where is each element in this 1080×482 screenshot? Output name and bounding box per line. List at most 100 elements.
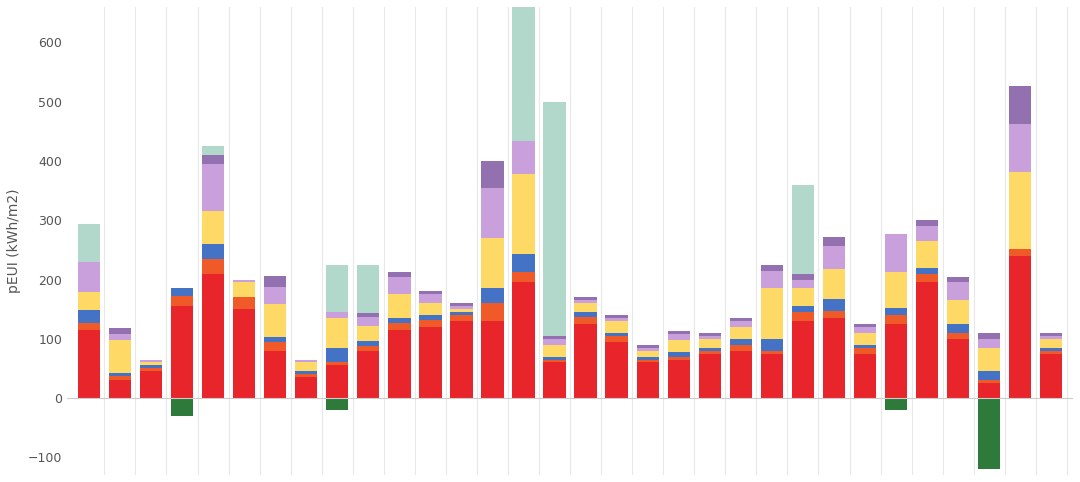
Bar	[916, 220, 939, 226]
Bar	[78, 262, 100, 292]
Bar	[854, 345, 876, 348]
Bar	[916, 226, 939, 241]
Bar	[326, 312, 349, 318]
Bar	[482, 321, 503, 398]
Bar	[760, 288, 783, 339]
Bar	[264, 287, 286, 305]
Bar	[264, 305, 286, 337]
Bar	[450, 306, 473, 309]
Bar	[109, 373, 131, 375]
Bar	[78, 224, 100, 262]
Bar	[78, 330, 100, 398]
Bar	[978, 380, 1000, 383]
Bar	[139, 360, 162, 362]
Bar	[730, 318, 752, 321]
Bar	[1040, 350, 1063, 354]
Bar	[450, 309, 473, 312]
Bar	[947, 324, 970, 333]
Bar	[1009, 249, 1031, 256]
Bar	[885, 308, 907, 315]
Bar	[450, 303, 473, 306]
Bar	[202, 274, 225, 398]
Bar	[109, 380, 131, 398]
Bar	[947, 333, 970, 339]
Bar	[575, 312, 597, 317]
Bar	[947, 282, 970, 300]
Bar	[636, 360, 659, 362]
Bar	[109, 340, 131, 373]
Bar	[854, 348, 876, 354]
Bar	[916, 282, 939, 398]
Bar	[388, 318, 410, 323]
Y-axis label: pEUI (kWh/m2): pEUI (kWh/m2)	[6, 189, 21, 293]
Bar	[419, 327, 442, 398]
Bar	[419, 320, 442, 327]
Bar	[854, 354, 876, 398]
Bar	[512, 254, 535, 272]
Bar	[916, 268, 939, 274]
Bar	[792, 306, 814, 312]
Bar	[202, 244, 225, 259]
Bar	[543, 345, 566, 357]
Bar	[512, 0, 535, 141]
Bar	[450, 315, 473, 321]
Bar	[792, 288, 814, 306]
Bar	[78, 292, 100, 310]
Bar	[730, 350, 752, 398]
Bar	[699, 333, 721, 336]
Bar	[171, 295, 193, 306]
Bar	[295, 371, 318, 375]
Bar	[823, 299, 846, 311]
Bar	[139, 371, 162, 398]
Bar	[1040, 333, 1063, 336]
Bar	[575, 303, 597, 312]
Bar	[636, 345, 659, 348]
Bar	[512, 141, 535, 174]
Bar	[78, 310, 100, 323]
Bar	[978, 371, 1000, 380]
Bar	[357, 346, 379, 350]
Bar	[388, 323, 410, 330]
Bar	[264, 337, 286, 342]
Bar	[667, 357, 690, 360]
Bar	[109, 375, 131, 380]
Bar	[606, 315, 627, 318]
Bar	[854, 327, 876, 333]
Bar	[792, 312, 814, 321]
Bar	[667, 360, 690, 398]
Bar	[885, 315, 907, 324]
Bar	[699, 350, 721, 354]
Bar	[606, 321, 627, 333]
Bar	[760, 265, 783, 270]
Bar	[1009, 172, 1031, 249]
Bar	[1009, 124, 1031, 172]
Bar	[823, 246, 846, 269]
Bar	[760, 270, 783, 288]
Bar	[233, 282, 255, 297]
Bar	[450, 312, 473, 315]
Bar	[636, 350, 659, 357]
Bar	[109, 334, 131, 340]
Bar	[264, 342, 286, 350]
Bar	[730, 327, 752, 339]
Bar	[357, 313, 379, 318]
Bar	[388, 272, 410, 277]
Bar	[854, 324, 876, 327]
Bar	[606, 333, 627, 336]
Bar	[760, 339, 783, 350]
Bar	[482, 238, 503, 288]
Bar	[233, 297, 255, 309]
Bar	[450, 321, 473, 398]
Bar	[760, 350, 783, 354]
Bar	[636, 357, 659, 360]
Bar	[978, 333, 1000, 339]
Bar	[916, 241, 939, 268]
Bar	[139, 362, 162, 365]
Bar	[388, 295, 410, 318]
Bar	[792, 280, 814, 288]
Bar	[295, 360, 318, 362]
Bar	[419, 303, 442, 315]
Bar	[978, 383, 1000, 398]
Bar	[823, 237, 846, 246]
Bar	[78, 323, 100, 330]
